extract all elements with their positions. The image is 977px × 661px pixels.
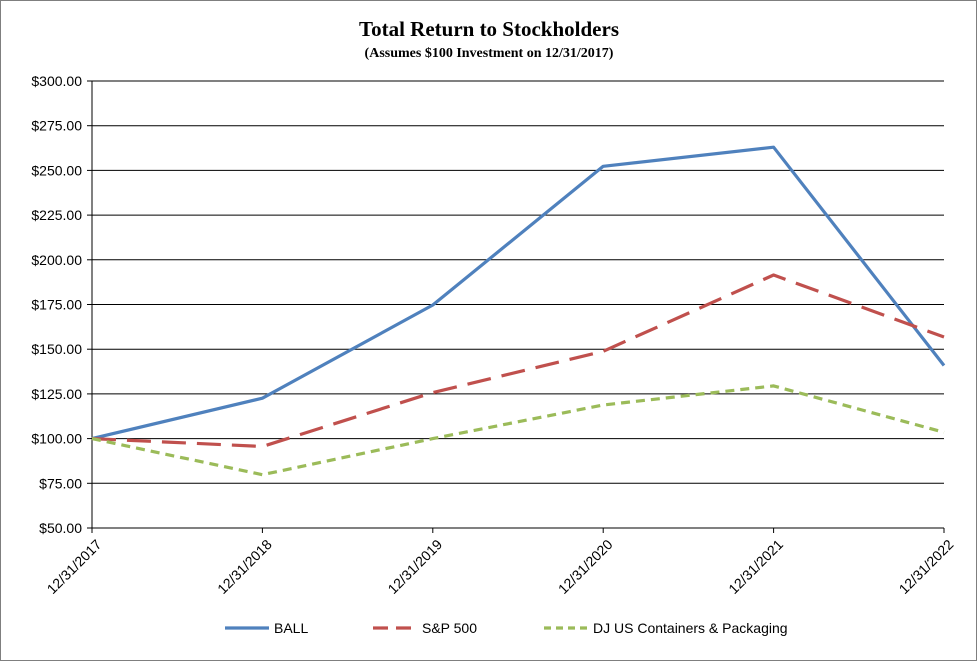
series-line-2 [91,273,945,449]
chart-title: Total Return to Stockholders [359,17,619,41]
y-tick-label: $225.00 [31,207,82,223]
axes [87,80,945,533]
x-tick-label: 12/31/2019 [384,536,445,597]
y-tick-label: $150.00 [31,341,82,357]
x-tick-label: 12/31/2020 [555,536,616,597]
y-axis-tick-labels: $50.00 $75.00 $100.00 $125.00 $150.00 $175.00… [31,73,82,536]
series-line-3 [91,384,945,477]
y-tick-label: $300.00 [31,73,82,89]
y-tick-label: $100.00 [31,431,82,447]
y-tick-label: $175.00 [31,297,82,313]
legend-label-2: S&P 500 [422,620,477,636]
x-tick-label: 12/31/2022 [896,536,957,597]
y-tick-label: $250.00 [31,162,82,178]
series-line-1 [91,145,946,441]
y-tick-label: $50.00 [39,520,82,536]
series-lines [91,145,946,477]
x-tick-label: 12/31/2017 [44,536,105,597]
y-tick-label: $125.00 [31,386,82,402]
y-tick-label: $275.00 [31,118,82,134]
legend: BALL S&P 500 DJ US Containers & Packaging [225,620,788,636]
y-tick-label: $200.00 [31,252,82,268]
legend-label-1: BALL [274,620,308,636]
y-tick-label: $75.00 [39,475,82,491]
legend-label-3: DJ US Containers & Packaging [593,620,788,636]
chart-subtitle: (Assumes $100 Investment on 12/31/2017) [365,46,614,61]
gridlines [92,80,944,484]
x-axis-tick-labels: 12/31/2017 12/31/2018 12/31/2019 12/31/2020… [44,536,957,597]
x-tick-label: 12/31/2018 [214,536,275,597]
x-tick-label: 12/31/2021 [725,536,786,597]
